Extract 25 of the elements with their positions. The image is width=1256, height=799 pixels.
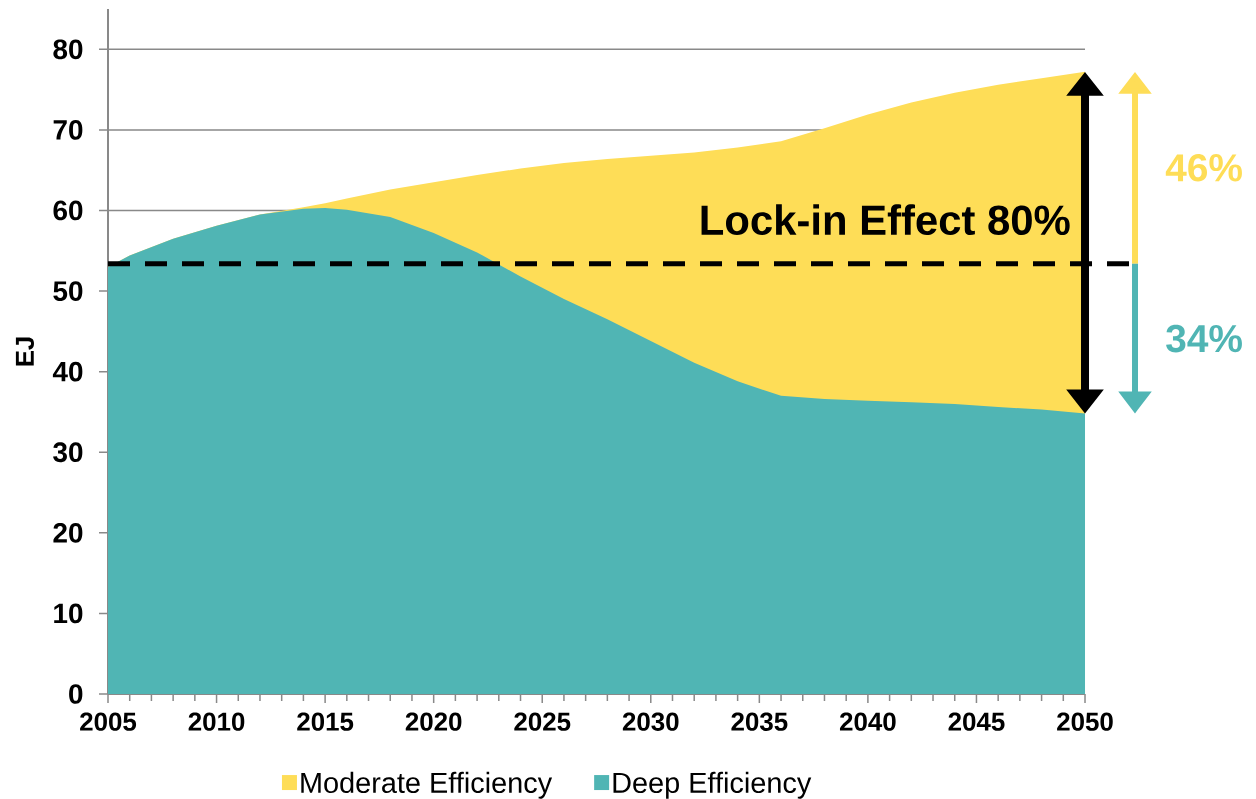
- x-tick-label: 2015: [297, 712, 354, 731]
- x-tick-label: 2005: [80, 712, 137, 731]
- x-tick-label: 2025: [514, 712, 571, 731]
- text: 46%: [1165, 153, 1242, 182]
- x-tick-label: 2020: [405, 712, 462, 731]
- y-tick-label: 40: [52, 361, 83, 382]
- legend-label: Moderate Efficiency: [301, 771, 553, 799]
- y-tick-label: 10: [54, 603, 83, 624]
- y-tick-label: 20: [53, 522, 83, 543]
- x-tick-label: 2010: [188, 712, 245, 731]
- legend-label: Deep Efficiency: [613, 771, 812, 799]
- y-axis-title: EJ: [15, 337, 34, 366]
- y-tick-label: 0: [69, 684, 83, 704]
- x-tick-label: 2035: [731, 712, 788, 731]
- x-tick-label: 2040: [839, 712, 896, 731]
- y-tick-label: 30: [53, 442, 83, 463]
- text: 34%: [1166, 324, 1242, 353]
- ref-line-label: Lock-in Effect 80%: [701, 204, 1070, 236]
- y-tick-label: 60: [53, 200, 83, 221]
- y-tick-label: 50: [53, 281, 83, 301]
- x-tick-label: 2030: [622, 712, 679, 731]
- x-tick-label: 2050: [1057, 712, 1113, 731]
- y-tick-label: 70: [53, 120, 83, 140]
- x-tick-label: 2045: [948, 712, 1005, 731]
- y-tick-label: 80: [53, 39, 83, 60]
